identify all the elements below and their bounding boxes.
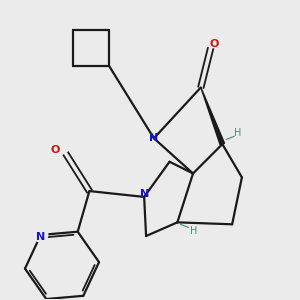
Text: N: N: [36, 232, 45, 242]
Text: H: H: [190, 226, 197, 236]
Text: N: N: [140, 189, 149, 199]
Text: O: O: [209, 39, 218, 49]
Text: O: O: [50, 145, 60, 155]
Circle shape: [34, 228, 48, 242]
Text: H: H: [233, 128, 241, 138]
Polygon shape: [201, 87, 224, 145]
Text: N: N: [149, 133, 158, 143]
